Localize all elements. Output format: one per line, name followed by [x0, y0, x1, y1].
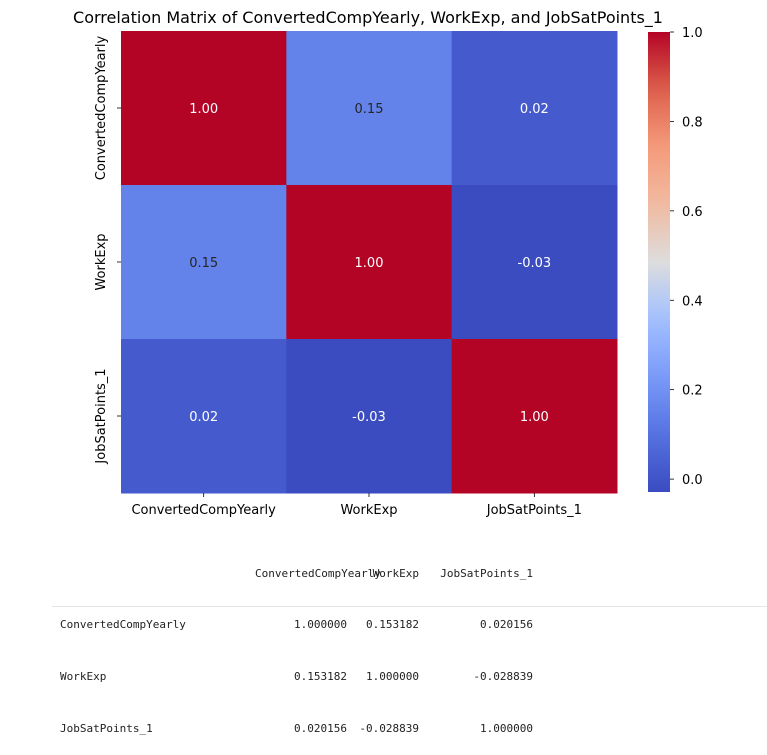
console-cell: -0.028839 — [473, 670, 533, 684]
console-cell: 1.000000 — [480, 722, 533, 736]
heatmap-cell — [451, 31, 618, 186]
console-row-label: ConvertedCompYearly — [60, 618, 186, 632]
console-cell: 0.020156 — [480, 618, 533, 632]
console-cell: -0.028839 — [359, 722, 419, 736]
x-axis-ticks: ConvertedCompYearly WorkExp JobSatPoints_1 — [131, 493, 582, 518]
heatmap-cell-label: 0.15 — [355, 102, 384, 117]
console-row: JobSatPoints_1 0.020156 -0.028839 1.0000… — [60, 720, 533, 737]
x-tick-label: JobSatPoints_1 — [486, 503, 582, 518]
console-row-label: WorkExp — [60, 670, 107, 684]
heatmap-cell — [121, 31, 287, 186]
heatmap-cell — [121, 185, 287, 340]
colorbar-tick-label: 1.0 — [682, 26, 703, 41]
heatmap-cell-label: 0.02 — [520, 102, 549, 117]
console-header-cell — [60, 565, 255, 582]
console-cell: 0.153182 — [366, 618, 419, 632]
console-row-label: JobSatPoints_1 — [60, 722, 153, 736]
heatmap-cell — [451, 339, 618, 494]
x-tick-label: ConvertedCompYearly — [131, 503, 276, 518]
y-axis-ticks: ConvertedCompYearly WorkExp JobSatPoints_1 — [94, 35, 121, 465]
heatmap-cell — [121, 339, 287, 494]
colorbar-tick-label: 0.4 — [682, 294, 703, 309]
heatmap-cell — [286, 339, 453, 494]
console-header-cell: ConvertedCompYearly — [255, 566, 381, 580]
heatmap-cell-label: 1.00 — [355, 256, 384, 271]
heatmap-cell — [286, 185, 453, 340]
console-cell: 1.000000 — [294, 618, 347, 632]
x-tick-label: WorkExp — [340, 503, 397, 518]
chart-title: Correlation Matrix of ConvertedCompYearl… — [73, 8, 663, 28]
heatmap-cell-label: 1.00 — [520, 410, 549, 425]
console-cell: 0.153182 — [294, 670, 347, 684]
heatmap-cell-label: 0.02 — [189, 410, 218, 425]
heatmap-cell — [451, 185, 618, 340]
console-row: ConvertedCompYearly 1.000000 0.153182 0.… — [60, 616, 533, 633]
y-tick-label: JobSatPoints_1 — [94, 368, 109, 464]
y-tick-label: ConvertedCompYearly — [94, 35, 109, 180]
console-row: WorkExp 0.153182 1.000000 -0.028839 — [60, 668, 533, 685]
y-tick-label: WorkExp — [94, 233, 109, 290]
heatmap-annotations: 1.00 0.15 0.02 0.15 1.00 -0.03 0.02 -0.03 1.00 — [189, 102, 551, 425]
console-output-table: ConvertedCompYearly WorkExp JobSatPoints… — [60, 530, 533, 755]
colorbar-tick-label: 0.6 — [682, 205, 703, 220]
heatmap-cell-label: -0.03 — [352, 410, 386, 425]
colorbar-ticks: 0.0 0.2 0.4 0.6 0.8 1.0 — [670, 26, 703, 488]
divider — [52, 606, 767, 607]
console-header-cell: JobSatPoints_1 — [440, 566, 533, 580]
colorbar-tick-label: 0.0 — [682, 473, 703, 488]
console-cell: 1.000000 — [366, 670, 419, 684]
heatmap-cells — [121, 31, 618, 494]
colorbar-tick-label: 0.8 — [682, 115, 703, 130]
console-header-row: ConvertedCompYearly WorkExp JobSatPoints… — [60, 565, 533, 582]
colorbar-tick-label: 0.2 — [682, 384, 703, 399]
heatmap-cell-label: 1.00 — [189, 102, 218, 117]
console-header-cell: WorkExp — [372, 566, 419, 580]
colorbar — [648, 32, 670, 492]
correlation-heatmap-chart: Correlation Matrix of ConvertedCompYearl… — [73, 8, 703, 518]
heatmap-cell-label: -0.03 — [518, 256, 552, 271]
heatmap-cell-label: 0.15 — [189, 256, 218, 271]
console-cell: 0.020156 — [294, 722, 347, 736]
heatmap-cell — [286, 31, 453, 186]
